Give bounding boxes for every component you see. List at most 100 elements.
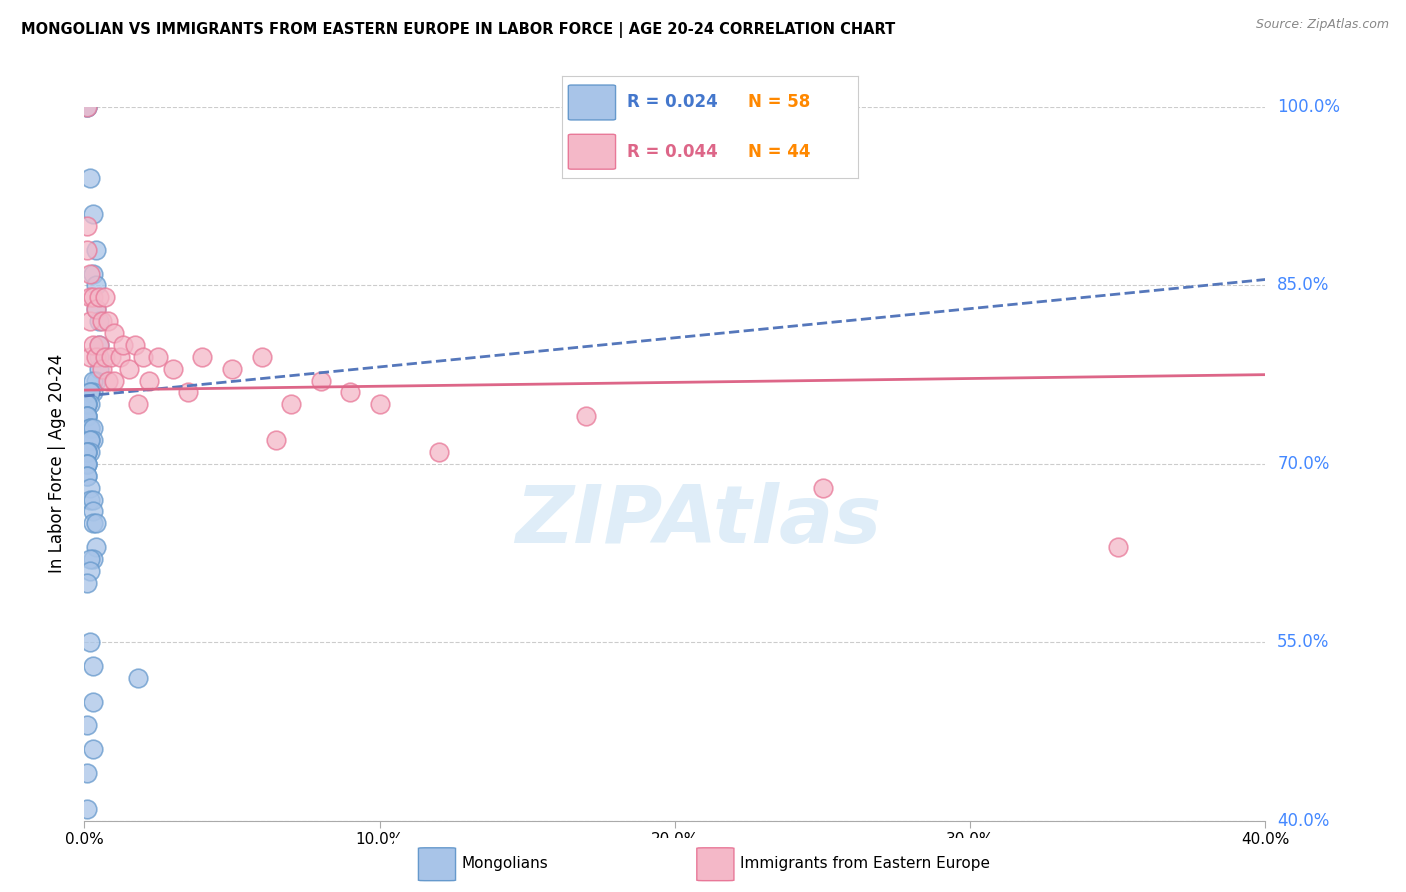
- Point: [94, 350, 117, 364]
- Point: [87, 361, 111, 376]
- Y-axis label: In Labor Force | Age 20-24: In Labor Force | Age 20-24: [48, 354, 66, 574]
- Text: Immigrants from Eastern Europe: Immigrants from Eastern Europe: [740, 855, 990, 871]
- Point: [76, 409, 98, 424]
- FancyBboxPatch shape: [697, 847, 734, 880]
- Point: [76, 457, 98, 471]
- Point: [87, 350, 111, 364]
- Point: [264, 433, 288, 447]
- Text: MONGOLIAN VS IMMIGRANTS FROM EASTERN EUROPE IN LABOR FORCE | AGE 20-24 CORRELATI: MONGOLIAN VS IMMIGRANTS FROM EASTERN EUR…: [21, 22, 896, 38]
- Point: [79, 267, 101, 281]
- Text: R = 0.024: R = 0.024: [627, 94, 718, 112]
- Point: [84, 540, 107, 554]
- Point: [82, 374, 104, 388]
- Point: [79, 445, 101, 459]
- Point: [94, 290, 117, 304]
- Point: [82, 385, 104, 400]
- Point: [79, 421, 101, 435]
- Point: [84, 278, 107, 293]
- Text: 100.0%: 100.0%: [1277, 98, 1340, 116]
- Point: [427, 445, 450, 459]
- Point: [84, 243, 107, 257]
- Text: Source: ZipAtlas.com: Source: ZipAtlas.com: [1256, 18, 1389, 31]
- Point: [79, 385, 101, 400]
- Point: [79, 635, 101, 649]
- Point: [79, 481, 101, 495]
- Point: [82, 267, 104, 281]
- Point: [79, 350, 101, 364]
- Point: [82, 290, 104, 304]
- Point: [82, 695, 104, 709]
- Point: [76, 243, 98, 257]
- Point: [103, 374, 125, 388]
- Point: [118, 361, 141, 376]
- Point: [79, 492, 101, 507]
- Point: [76, 457, 98, 471]
- FancyBboxPatch shape: [568, 135, 616, 169]
- Point: [127, 397, 149, 411]
- Point: [84, 302, 107, 317]
- Point: [76, 766, 98, 780]
- Point: [79, 397, 101, 411]
- Point: [76, 409, 98, 424]
- Point: [91, 361, 114, 376]
- Point: [79, 564, 101, 578]
- Point: [76, 445, 98, 459]
- Point: [84, 350, 107, 364]
- Point: [1107, 540, 1129, 554]
- Point: [82, 421, 104, 435]
- Point: [124, 338, 146, 352]
- Point: [76, 397, 98, 411]
- Point: [84, 302, 107, 317]
- Point: [82, 504, 104, 518]
- Point: [162, 361, 184, 376]
- Point: [79, 552, 101, 566]
- Point: [76, 468, 98, 483]
- Point: [811, 481, 834, 495]
- Point: [79, 385, 101, 400]
- Text: Mongolians: Mongolians: [461, 855, 548, 871]
- Text: N = 58: N = 58: [748, 94, 811, 112]
- Text: ZIPAtlas: ZIPAtlas: [516, 482, 882, 560]
- FancyBboxPatch shape: [568, 85, 616, 120]
- Point: [138, 374, 160, 388]
- Point: [100, 350, 122, 364]
- Point: [76, 468, 98, 483]
- Point: [76, 100, 98, 114]
- Point: [76, 397, 98, 411]
- Point: [82, 552, 104, 566]
- Point: [82, 338, 104, 352]
- Point: [309, 374, 332, 388]
- Text: 55.0%: 55.0%: [1277, 633, 1330, 651]
- Point: [79, 421, 101, 435]
- Point: [76, 100, 98, 114]
- Point: [103, 326, 125, 340]
- Point: [76, 445, 98, 459]
- Point: [191, 350, 214, 364]
- Point: [127, 671, 149, 685]
- Point: [79, 314, 101, 328]
- Point: [76, 457, 98, 471]
- Point: [280, 397, 302, 411]
- Point: [82, 659, 104, 673]
- Point: [339, 385, 361, 400]
- Point: [132, 350, 155, 364]
- Point: [250, 350, 273, 364]
- Point: [84, 374, 107, 388]
- Point: [76, 718, 98, 732]
- Point: [368, 397, 391, 411]
- Point: [87, 338, 111, 352]
- Point: [84, 516, 107, 531]
- Text: 85.0%: 85.0%: [1277, 277, 1330, 294]
- Point: [79, 433, 101, 447]
- Point: [82, 433, 104, 447]
- Point: [82, 492, 104, 507]
- Point: [221, 361, 243, 376]
- Point: [148, 350, 170, 364]
- Point: [87, 314, 111, 328]
- Point: [87, 290, 111, 304]
- Point: [82, 207, 104, 221]
- Point: [82, 742, 104, 756]
- Text: 40.0%: 40.0%: [1277, 812, 1330, 830]
- Point: [76, 802, 98, 816]
- Point: [76, 219, 98, 233]
